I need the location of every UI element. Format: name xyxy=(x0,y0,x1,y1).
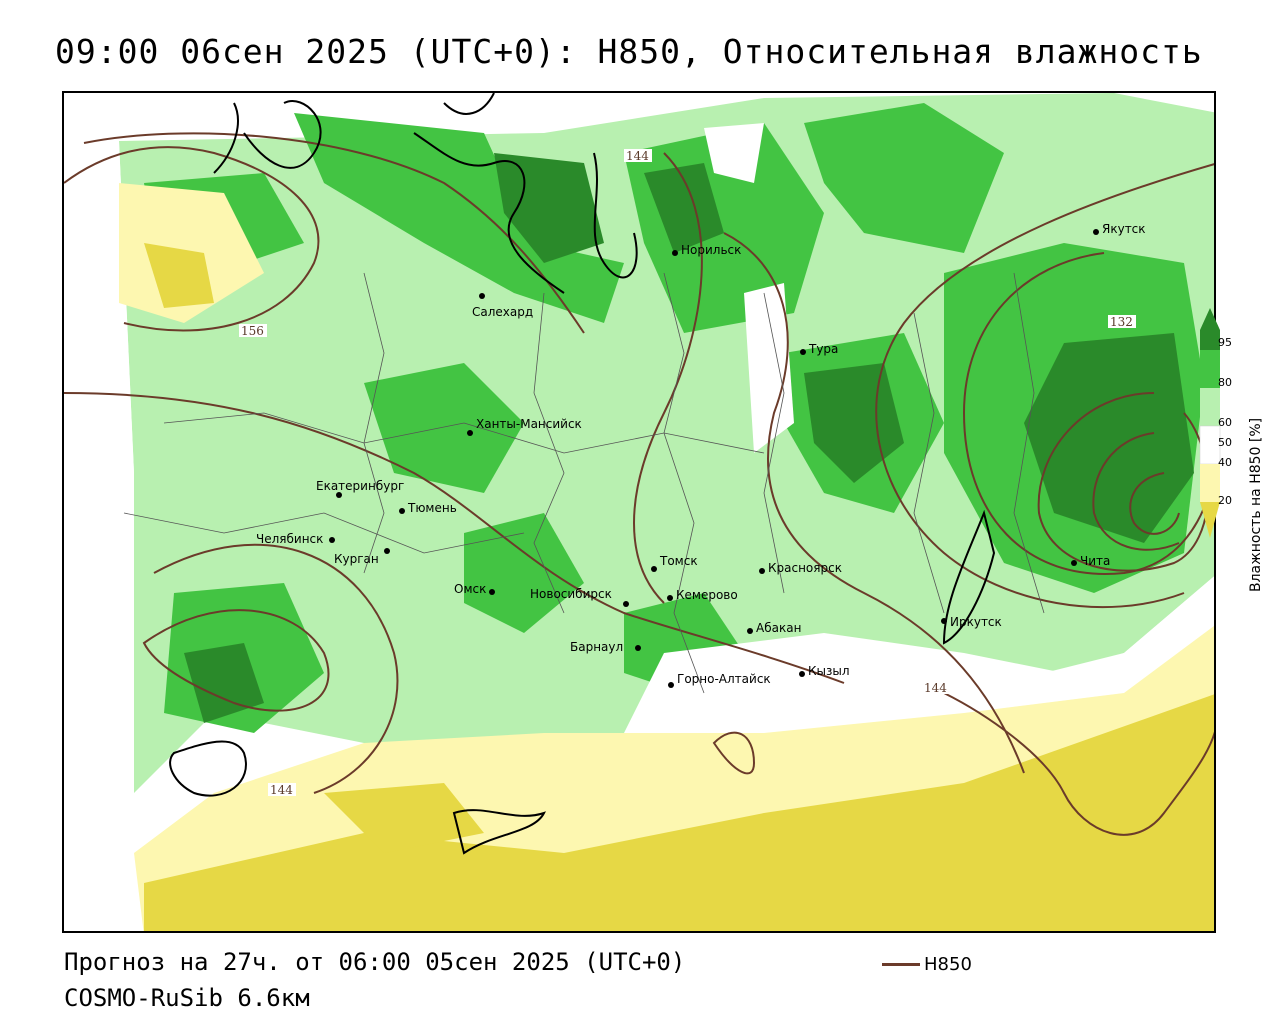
colorbar-top-arrow xyxy=(1200,308,1220,330)
city-kyzyl: Кызыл xyxy=(799,664,850,678)
contour-legend-label: H850 xyxy=(924,954,972,975)
contour-label: 144 xyxy=(626,149,649,163)
contour-label: 132 xyxy=(1110,315,1133,329)
city-label: Омск xyxy=(454,582,486,596)
colorbar: 95 80 60 50 40 20 xyxy=(1199,308,1232,538)
model-name: COSMO-RuSib 6.6км xyxy=(64,984,310,1012)
city-kemerovo: Кемерово xyxy=(667,588,738,602)
city-chelyabinsk: Челябинск xyxy=(256,532,335,546)
city-label: Ханты-Мансийск xyxy=(476,417,582,431)
city-label: Иркутск xyxy=(950,615,1002,629)
h850-contours xyxy=(64,132,1214,836)
humidity-map: Якутск Норильск Салехард Тура Ханты-Манс… xyxy=(64,93,1214,931)
colorbar-tick: 50 xyxy=(1218,436,1232,449)
city-markers: Якутск Норильск Салехард Тура Ханты-Манс… xyxy=(256,222,1146,688)
city-norilsk: Норильск xyxy=(672,243,741,257)
city-abakan: Абакан xyxy=(747,621,801,635)
city-chita: Чита xyxy=(1071,554,1110,568)
city-label: Барнаул xyxy=(570,640,623,654)
city-label: Норильск xyxy=(681,243,741,257)
city-tyumen: Тюмень xyxy=(399,501,457,515)
colorbar-tick: 60 xyxy=(1218,416,1232,429)
contour-label: 144 xyxy=(924,681,947,695)
contour-legend-line xyxy=(882,963,920,966)
humidity-field-20 xyxy=(144,243,1214,931)
contour-labels: 144 156 132 144 144 xyxy=(239,149,1136,797)
city-label: Чита xyxy=(1080,554,1110,568)
forecast-info: Прогноз на 27ч. от 06:00 05сен 2025 (UTC… xyxy=(64,948,686,976)
colorbar-bin-80 xyxy=(1200,350,1220,388)
contour-legend: H850 xyxy=(882,954,972,975)
colorbar-bottom-arrow xyxy=(1200,502,1220,538)
admin-borders xyxy=(123,272,1045,694)
city-label: Абакан xyxy=(756,621,801,635)
colorbar-bin-60 xyxy=(1200,388,1220,426)
coastlines xyxy=(169,93,996,855)
colorbar-tick: 95 xyxy=(1218,336,1232,349)
colorbar-bin-40 xyxy=(1200,464,1220,502)
city-novosibirsk: Новосибирск xyxy=(530,587,629,607)
city-yekaterinburg: Екатеринбург xyxy=(316,479,404,498)
city-kurgan: Курган xyxy=(334,548,390,566)
city-gorno-altaysk: Горно-Алтайск xyxy=(668,672,771,688)
city-label: Новосибирск xyxy=(530,587,612,601)
city-khanty-mansiysk: Ханты-Мансийск xyxy=(467,417,582,436)
contour-label: 144 xyxy=(270,783,293,797)
map-panel: Якутск Норильск Салехард Тура Ханты-Манс… xyxy=(62,91,1216,933)
humidity-field-95 xyxy=(184,153,1194,723)
city-label: Красноярск xyxy=(768,561,842,575)
colorbar-tick: 80 xyxy=(1218,376,1232,389)
city-omsk: Омск xyxy=(454,582,495,596)
city-label: Тюмень xyxy=(407,501,457,515)
contour-label: 156 xyxy=(241,324,264,338)
city-label: Екатеринбург xyxy=(316,479,404,493)
city-salekhard: Салехард xyxy=(472,293,533,319)
city-label: Горно-Алтайск xyxy=(677,672,771,686)
city-label: Якутск xyxy=(1102,222,1146,236)
colorbar-tick: 20 xyxy=(1218,494,1232,507)
city-label: Курган xyxy=(334,552,379,566)
city-label: Кемерово xyxy=(676,588,738,602)
city-tura: Тура xyxy=(800,342,838,356)
city-krasnoyarsk: Красноярск xyxy=(759,561,842,575)
colorbar-bin-50 xyxy=(1199,425,1221,465)
colorbar-bin-95 xyxy=(1200,330,1220,350)
colorbar-title: Влажность на H850 [%] xyxy=(1248,417,1264,592)
humidity-field-60 xyxy=(119,93,1214,793)
colorbar-tick: 40 xyxy=(1218,456,1232,469)
city-barnaul: Барнаул xyxy=(570,640,641,654)
city-label: Кызыл xyxy=(808,664,850,678)
city-irkutsk: Иркутск xyxy=(941,615,1002,629)
city-yakutsk: Якутск xyxy=(1093,222,1146,236)
map-title: 09:00 06сен 2025 (UTC+0): H850, Относите… xyxy=(55,32,1203,71)
city-label: Томск xyxy=(659,554,698,568)
city-label: Тура xyxy=(808,342,838,356)
city-tomsk: Томск xyxy=(651,554,698,572)
city-label: Челябинск xyxy=(256,532,323,546)
city-label: Салехард xyxy=(472,305,533,319)
